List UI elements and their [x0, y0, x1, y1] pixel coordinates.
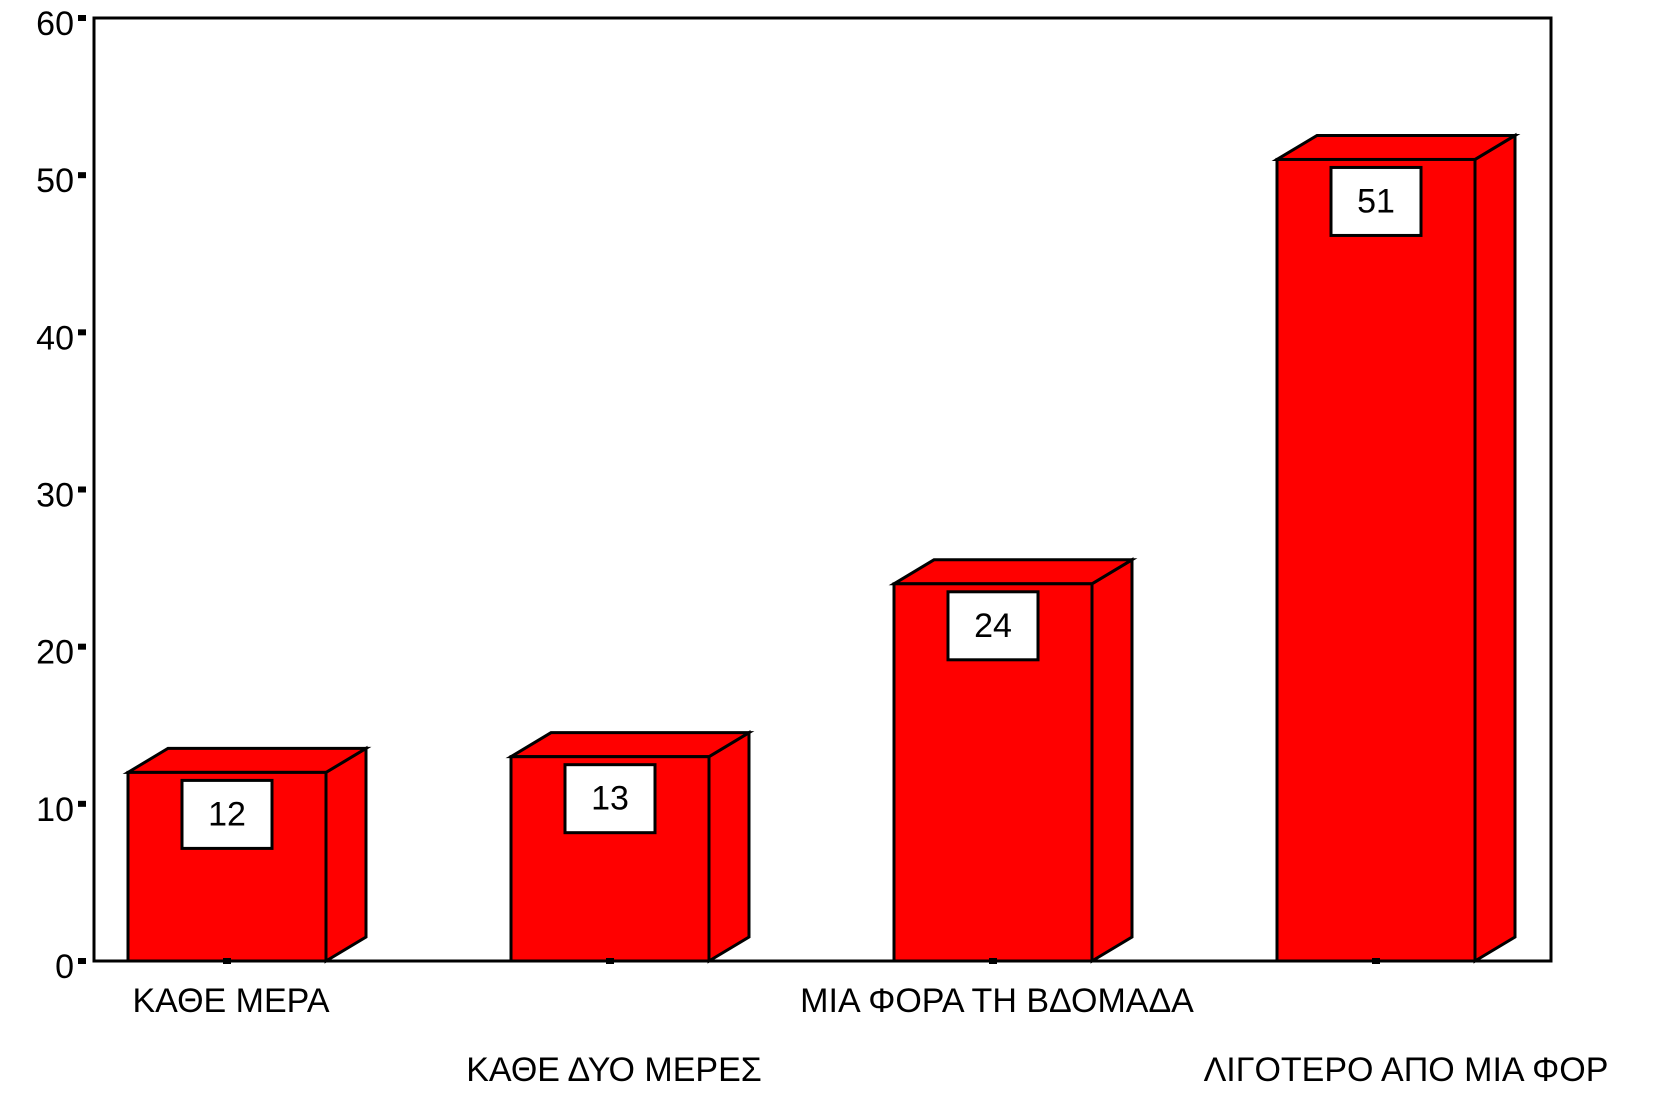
y-tick-mark [78, 800, 86, 807]
y-tick-label: 50 [36, 162, 74, 200]
x-tick-mark [1372, 958, 1380, 964]
bar-side [324, 745, 368, 964]
bar-top [505, 731, 755, 759]
x-tick-label: ΚΑΘΕ ΜΕΡΑ [132, 982, 329, 1020]
value-label-box [180, 778, 274, 850]
x-tick-label: ΛΙΓΟΤΕΡΟ ΑΠΟ ΜΙΑ ΦΟΡ [1204, 1051, 1609, 1089]
y-tick-label: 40 [36, 319, 74, 357]
bar [1271, 132, 1521, 964]
bar-side [1473, 132, 1517, 964]
bar-side [707, 730, 751, 964]
x-tick-label: ΚΑΘΕ ΔΥΟ ΜΕΡΕΣ [466, 1051, 762, 1089]
y-tick-label: 30 [36, 476, 74, 514]
bar-side [1090, 557, 1134, 964]
y-tick-label: 60 [36, 5, 74, 43]
bar-top [888, 558, 1138, 586]
y-tick-mark [78, 958, 86, 964]
bar-top [122, 746, 372, 774]
value-label-box [563, 763, 657, 835]
x-tick-mark [989, 958, 997, 964]
value-label: 13 [591, 780, 629, 818]
y-tick-mark [78, 486, 86, 493]
x-tick-mark [606, 958, 614, 964]
bar-top [1271, 133, 1521, 161]
y-tick-mark [78, 172, 86, 179]
y-tick-mark [78, 643, 86, 650]
x-tick-mark [223, 958, 231, 964]
plot-frame [92, 16, 1553, 963]
value-label: 12 [208, 795, 246, 833]
y-tick-label: 20 [36, 634, 74, 672]
value-label: 24 [974, 607, 1012, 645]
bar-front [1275, 157, 1477, 963]
x-tick-label: ΜΙΑ ΦΟΡΑ ΤΗ ΒΔΟΜΑΔΑ [800, 982, 1194, 1020]
y-tick-mark [78, 15, 86, 21]
y-tick-mark [78, 329, 86, 336]
y-tick-label: 0 [55, 948, 74, 986]
value-label-box [1329, 165, 1423, 237]
y-tick-label: 10 [36, 791, 74, 829]
value-label-box [946, 590, 1040, 662]
value-label: 51 [1357, 182, 1395, 220]
